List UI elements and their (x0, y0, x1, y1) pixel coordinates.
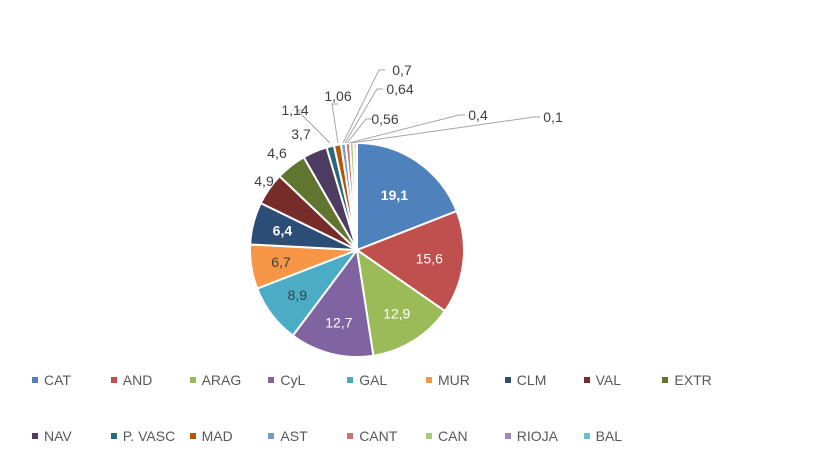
legend-item: CAT (32, 372, 71, 388)
legend-item: VAL (583, 372, 622, 388)
legend-item: GAL (347, 372, 387, 388)
data-label: 12,7 (325, 315, 352, 331)
leader-line (342, 69, 385, 144)
pie-slice-bal (355, 141, 358, 251)
data-label: 6,7 (271, 254, 291, 270)
legend-label: MAD (201, 428, 233, 444)
legend-label: AST (280, 428, 308, 444)
data-label: 4,6 (267, 145, 287, 161)
legend-item: MUR (426, 372, 470, 388)
data-label: 8,9 (288, 287, 308, 303)
legend-swatch (268, 433, 275, 439)
legend-swatch (110, 433, 117, 439)
legend-item: CLM (504, 372, 547, 388)
legend-item: EXTR (662, 372, 712, 388)
leader-line (331, 103, 339, 144)
data-label: 12,9 (383, 306, 410, 322)
legend-label: NAV (44, 428, 72, 444)
legend-label: RIOJA (516, 428, 559, 444)
legend-swatch (347, 433, 354, 439)
legend-swatch (504, 377, 511, 383)
legend-label: CyL (280, 372, 306, 388)
legend-label: GAL (359, 372, 388, 388)
data-label: 0,1 (543, 109, 563, 125)
leader-line (350, 116, 540, 144)
legend-item: CyL (268, 372, 305, 388)
legend-swatch (110, 377, 117, 383)
data-label: 0,56 (371, 111, 398, 127)
legend-swatch (32, 377, 38, 383)
legend-item: MAD (189, 428, 233, 444)
data-label: 0,7 (392, 62, 412, 78)
legend-label: MUR (438, 372, 470, 388)
pie-slice-arag (355, 247, 447, 357)
data-label: 4,9 (254, 173, 274, 189)
legend-swatch (504, 433, 511, 439)
leader-line (295, 109, 331, 144)
legend-label: CANT (359, 428, 398, 444)
legend-swatch (583, 433, 590, 439)
legend-item: CANT (347, 428, 397, 444)
legend-item: AST (268, 428, 308, 444)
legend-label: VAL (595, 372, 622, 388)
legend-item: CAN (426, 428, 468, 444)
pie-slice-cyl (291, 247, 375, 358)
legend-item: ARAG (189, 372, 242, 388)
data-label: 1,14 (281, 102, 308, 118)
data-label: 19,1 (381, 187, 408, 203)
leader-line (344, 88, 383, 144)
legend-swatch (426, 377, 432, 383)
legend-label: AND (122, 372, 153, 388)
legend-label: BAL (595, 428, 623, 444)
legend-swatch (347, 377, 354, 383)
leader-line (348, 114, 465, 144)
legend-swatch (32, 433, 38, 439)
legend-label: EXTR (674, 372, 712, 388)
legend-item: NAV (32, 428, 72, 444)
legend-label: CAN (438, 428, 468, 444)
data-label: 6,4 (273, 223, 293, 239)
data-label: 15,6 (416, 251, 443, 267)
legend-label: ARAG (201, 372, 242, 388)
legend-item: P. VASC (110, 428, 176, 444)
legend-item: RIOJA (504, 428, 559, 444)
data-label: 0,64 (386, 81, 413, 97)
data-label: 0,4 (468, 107, 488, 123)
legend-swatch (426, 433, 432, 439)
legend-swatch (189, 433, 196, 439)
legend-label: CAT (44, 372, 71, 388)
data-label: 1,06 (324, 88, 351, 104)
legend-label: P. VASC (122, 428, 176, 444)
legend-item: AND (110, 372, 153, 388)
data-label: 3,7 (291, 126, 311, 142)
leader-line (346, 118, 372, 144)
legend-swatch (583, 377, 590, 383)
legend-swatch (268, 377, 275, 383)
pie-slice-and (354, 209, 465, 313)
legend-swatch (189, 377, 196, 383)
legend-item: BAL (583, 428, 623, 444)
pie-slice-cat (356, 141, 458, 252)
legend-swatch (662, 377, 669, 383)
legend-label: CLM (516, 372, 547, 388)
